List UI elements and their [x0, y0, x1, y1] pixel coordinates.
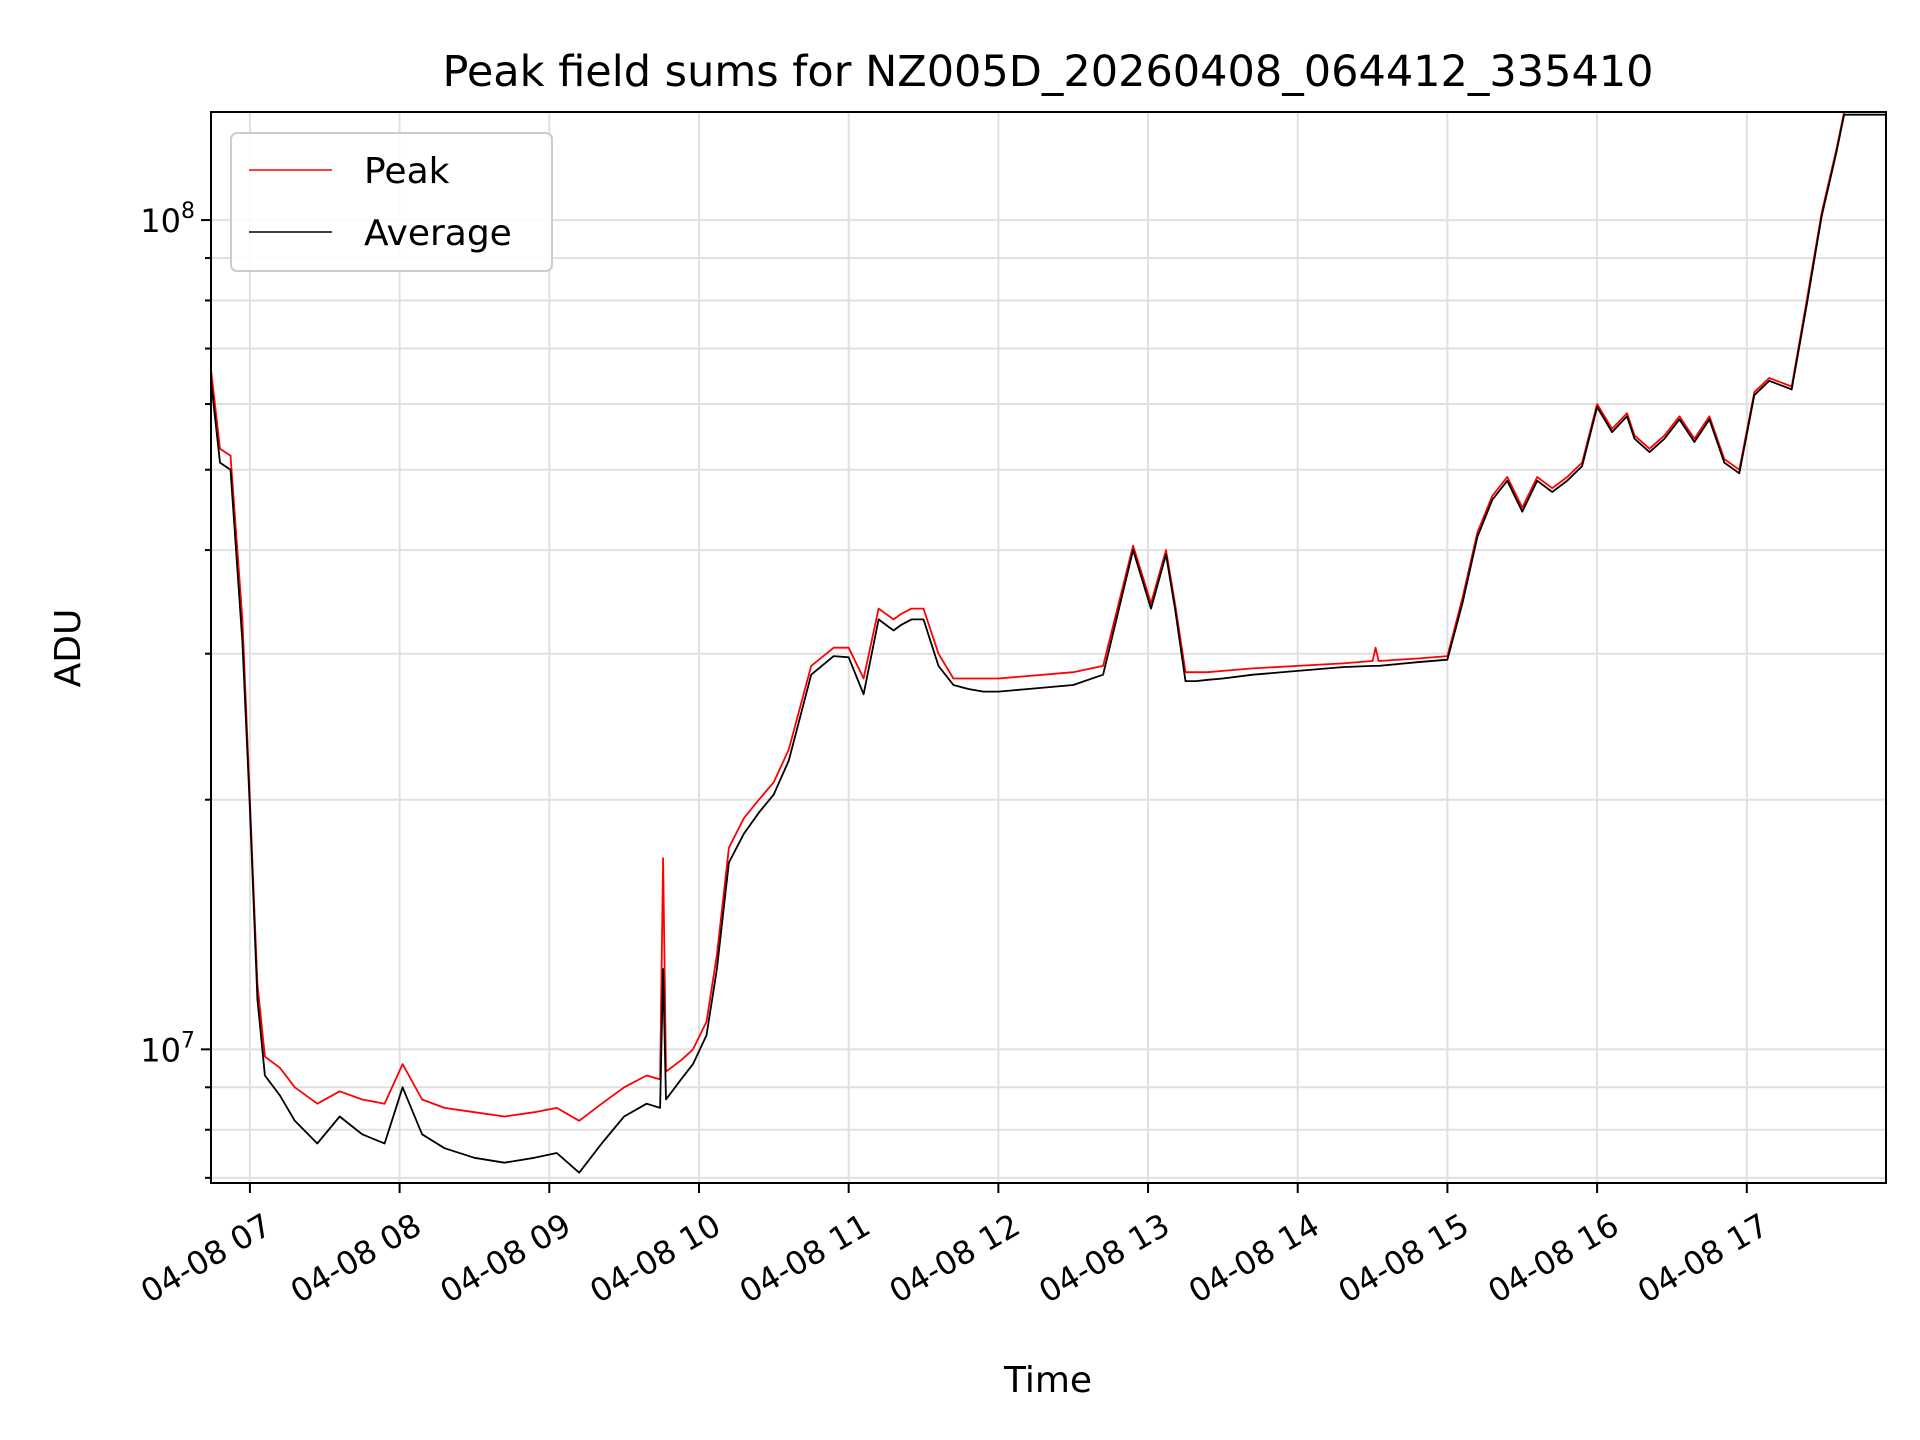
x-axis-label: Time [1003, 1360, 1092, 1401]
x-tick-label: 04-08 10 [583, 1206, 727, 1311]
x-tick-label: 04-08 17 [1631, 1206, 1775, 1311]
y-axis-ticks: 107 108 [140, 199, 211, 1179]
y-tick-label: 108 [140, 199, 195, 240]
series-line-average [210, 113, 1886, 1174]
x-tick-label: 04-08 12 [883, 1206, 1027, 1311]
legend-box [230, 132, 553, 272]
plot-frame [210, 111, 1887, 1184]
series-lines [210, 111, 1886, 1174]
x-tick-label: 04-08 14 [1182, 1206, 1326, 1311]
x-tick-label: 04-08 08 [284, 1206, 428, 1311]
x-axis-ticks: 04-08 07 04-08 08 04-08 09 04-08 10 04-08 11… [134, 1183, 1775, 1311]
y-tick-label: 107 [140, 1028, 195, 1069]
x-tick-label: 04-08 11 [733, 1206, 877, 1311]
y-axis-label: ADU [48, 609, 89, 688]
x-tick-label: 04-08 07 [134, 1206, 278, 1311]
legend: Peak Average [230, 132, 553, 272]
chart-title: Peak field sums for NZ005D_20260408_0644… [442, 47, 1653, 97]
x-tick-label: 04-08 16 [1482, 1206, 1626, 1311]
legend-label-peak: Peak [364, 151, 450, 192]
x-tick-label: 04-08 09 [434, 1206, 578, 1311]
legend-label-average: Average [364, 213, 512, 254]
grid [211, 112, 1886, 1183]
x-tick-label: 04-08 15 [1332, 1206, 1476, 1311]
series-line-peak [210, 111, 1886, 1122]
x-tick-label: 04-08 13 [1032, 1206, 1176, 1311]
